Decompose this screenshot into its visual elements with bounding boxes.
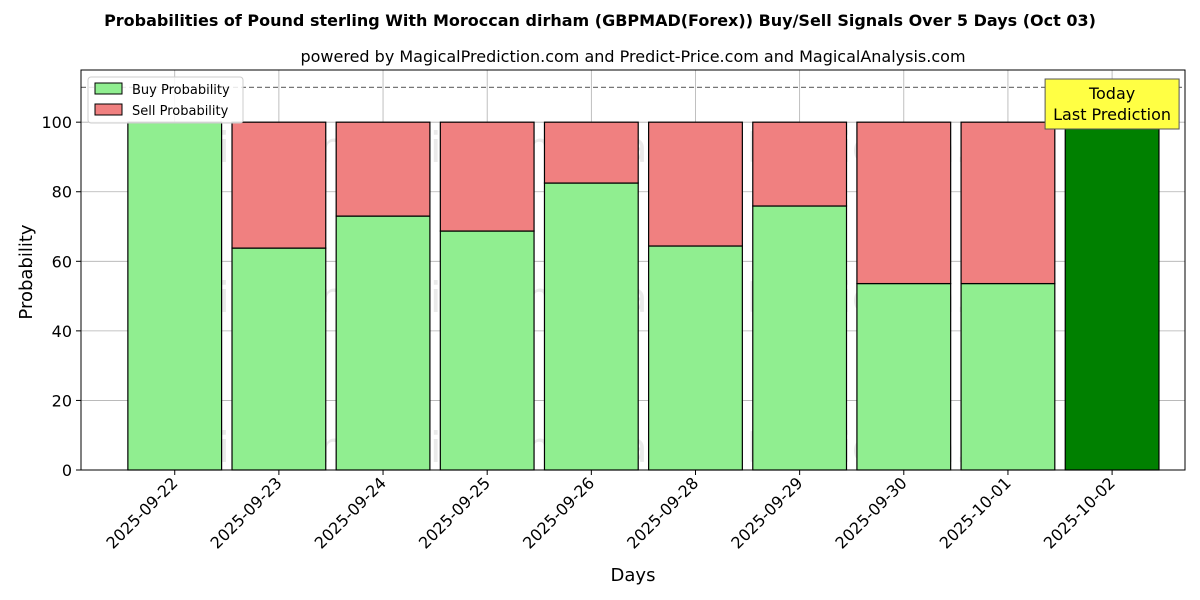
legend-swatch — [94, 82, 123, 95]
chart-subtitle: powered by MagicalPrediction.com and Pre… — [300, 47, 965, 66]
y-tick-label: 80 — [52, 183, 72, 202]
buy-bar — [231, 247, 327, 471]
annotation-line: Last Prediction — [1053, 105, 1171, 124]
y-tick-label: 60 — [52, 252, 72, 271]
sell-bar — [439, 121, 535, 232]
legend-label: Buy Probability — [132, 83, 230, 98]
sell-bar — [231, 121, 327, 249]
buy-bar — [752, 205, 848, 471]
buy-bar — [335, 215, 431, 471]
sell-bar — [960, 121, 1056, 285]
y-tick-label: 100 — [41, 113, 72, 132]
today-annotation: Today Last Prediction — [1044, 78, 1180, 130]
buy-bar — [1064, 121, 1160, 471]
annotation-line: Today — [1088, 84, 1135, 103]
buy-bar — [439, 230, 535, 471]
sell-bar — [335, 121, 431, 217]
legend-label: Sell Probability — [132, 104, 229, 119]
buy-bar — [543, 182, 639, 471]
sell-bar — [856, 121, 952, 285]
y-axis-label: Probability — [16, 224, 37, 319]
buy-bar — [127, 121, 223, 471]
bars — [127, 121, 1160, 471]
y-tick-label: 40 — [52, 322, 72, 341]
x-axis-label: Days — [611, 565, 656, 586]
buy-bar — [648, 245, 743, 471]
legend: Buy Probability Sell Probability — [87, 76, 244, 124]
buy-bar — [960, 282, 1056, 471]
y-tick-label: 20 — [52, 391, 72, 410]
plot-frame — [80, 69, 1186, 471]
sell-bar — [543, 121, 639, 184]
legend-box — [87, 76, 244, 124]
legend-swatch — [94, 103, 123, 116]
y-tick-label: 0 — [62, 461, 72, 480]
buy-bar — [856, 282, 952, 471]
annotation-box — [1044, 78, 1180, 130]
chart-title: Probabilities of Pound sterling With Mor… — [104, 11, 1096, 30]
sell-bar — [752, 121, 848, 207]
sell-bar — [648, 121, 743, 247]
